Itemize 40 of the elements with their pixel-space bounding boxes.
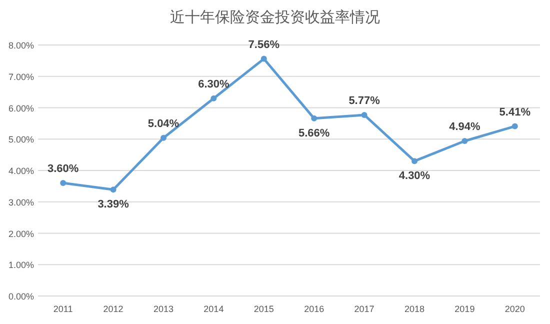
point — [210, 95, 217, 102]
x-tick-label: 2017 — [354, 304, 374, 314]
y-tick-label: 6.00% — [8, 103, 34, 114]
data-label: 3.60% — [48, 163, 79, 176]
data-label: 6.30% — [198, 78, 230, 90]
point — [60, 180, 66, 186]
point — [311, 115, 318, 122]
y-tick-label: 0.00% — [8, 292, 34, 302]
y-tick-label: 1.00% — [8, 260, 34, 270]
point — [260, 56, 267, 62]
point — [462, 138, 468, 144]
point — [110, 186, 116, 193]
data-label: 5.04% — [148, 118, 180, 130]
y-tick-label: 3.00% — [8, 197, 34, 208]
x-tick-label: 2011 — [53, 304, 73, 314]
point — [412, 158, 418, 164]
data-label: 5.66% — [298, 127, 330, 140]
data-label: 5.41% — [499, 106, 531, 118]
data-label: 7.56% — [248, 38, 280, 51]
x-tick-label: 2019 — [454, 304, 475, 314]
x-tick-label: 2016 — [304, 304, 324, 314]
point — [160, 134, 166, 141]
data-label: 5.77% — [348, 94, 380, 107]
y-tick-label: 7.00% — [8, 72, 34, 82]
point — [512, 123, 518, 130]
data-label: 4.30% — [398, 170, 430, 182]
x-tick-label: 2012 — [103, 304, 124, 314]
y-tick-label: 2.00% — [8, 228, 34, 239]
data-label: 3.39% — [98, 198, 130, 211]
x-tick-label: 2013 — [153, 304, 174, 314]
chart-title: 近十年保险资金投资收益率情况 — [170, 9, 380, 26]
x-tick-label: 2015 — [254, 304, 274, 314]
y-tick-label: 5.00% — [8, 134, 34, 145]
data-label: 4.94% — [449, 121, 481, 134]
y-tick-label: 8.00% — [8, 40, 34, 50]
y-tick-label: 4.00% — [8, 166, 34, 176]
point — [361, 112, 368, 118]
x-tick-label: 2018 — [404, 304, 425, 314]
x-tick-label: 2014 — [204, 304, 224, 314]
x-tick-label: 2020 — [504, 304, 525, 314]
